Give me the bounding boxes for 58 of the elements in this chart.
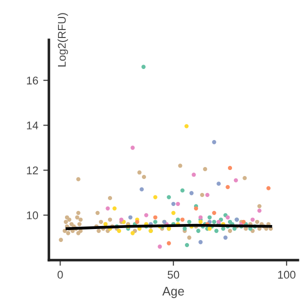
point — [212, 220, 216, 224]
point — [130, 231, 135, 236]
point — [140, 187, 144, 192]
point — [216, 220, 221, 224]
point — [241, 220, 246, 224]
point — [208, 215, 212, 220]
point — [171, 210, 176, 215]
point — [257, 208, 262, 213]
point — [176, 218, 180, 222]
x-tick-label: 100 — [278, 270, 296, 279]
point — [158, 244, 162, 249]
point — [212, 210, 216, 215]
y-tick-label: 16 — [26, 76, 38, 84]
point — [166, 241, 171, 246]
y-tick-label: 12 — [26, 166, 38, 174]
point — [106, 206, 110, 211]
x-axis-title: Age — [162, 286, 184, 298]
point — [192, 172, 196, 177]
point — [198, 240, 203, 244]
point — [176, 202, 180, 206]
y-axis-title: Log2(RFU) — [58, 13, 68, 66]
point — [208, 226, 212, 231]
point — [128, 215, 132, 220]
point — [180, 218, 185, 222]
point — [205, 192, 210, 198]
point — [221, 226, 226, 231]
point — [226, 215, 230, 220]
point — [250, 218, 255, 222]
point — [214, 228, 218, 233]
point — [226, 184, 230, 190]
point — [216, 182, 221, 186]
point — [130, 146, 135, 150]
point — [153, 195, 158, 200]
y-tick-label: 14 — [26, 122, 38, 130]
x-tick-label: 0 — [58, 270, 63, 279]
point — [198, 215, 203, 220]
x-tick-label: 50 — [168, 270, 180, 279]
point — [223, 236, 228, 240]
point — [189, 191, 194, 196]
point — [187, 220, 192, 224]
point — [116, 228, 122, 233]
point — [194, 206, 198, 211]
point — [144, 213, 148, 218]
point — [266, 186, 271, 190]
point — [184, 242, 190, 248]
point — [171, 202, 176, 206]
point — [166, 195, 171, 200]
point — [112, 206, 117, 211]
point — [184, 124, 189, 128]
point — [153, 220, 158, 224]
point — [228, 166, 232, 170]
point — [141, 64, 146, 69]
point — [153, 215, 158, 220]
point — [180, 188, 185, 193]
point — [212, 140, 216, 144]
y-tick-label: 10 — [26, 211, 38, 220]
point — [196, 228, 200, 233]
point — [234, 178, 238, 182]
